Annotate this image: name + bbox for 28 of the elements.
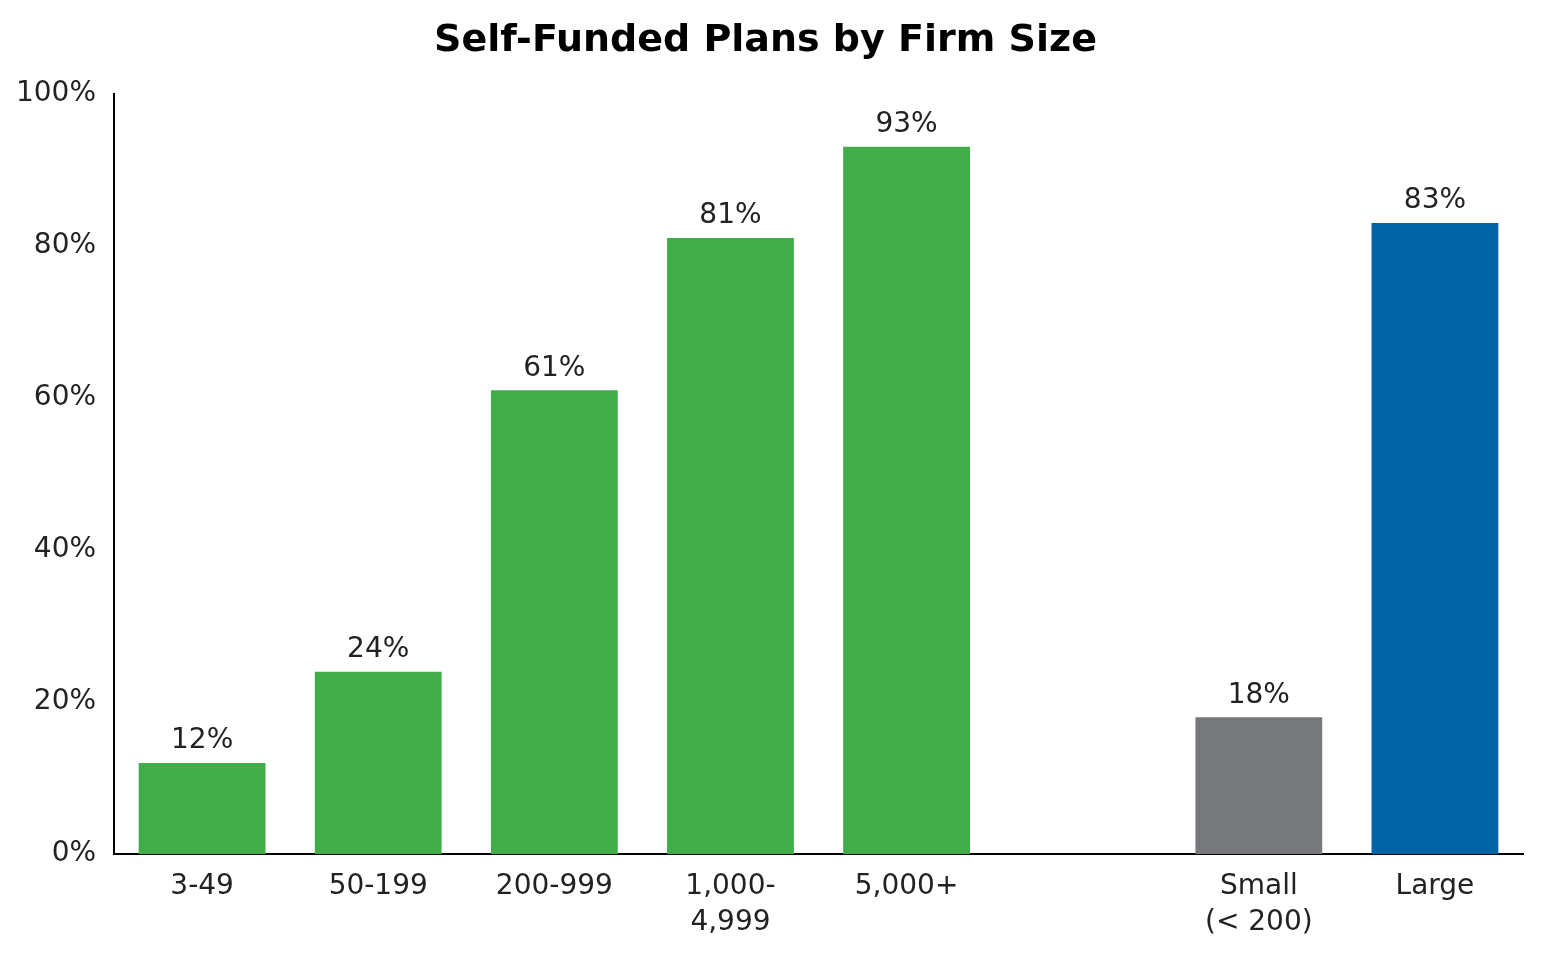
bar (1195, 717, 1323, 855)
x-tick-label: 50-199 (328, 867, 428, 901)
x-tick-label: Small (< 200) (1204, 867, 1313, 938)
y-tick-label: 0% (51, 835, 97, 869)
data-label: 12% (170, 722, 234, 756)
data-label: 61% (523, 349, 586, 383)
bar (138, 762, 266, 855)
data-label: 24% (347, 630, 410, 664)
data-label: 93% (875, 106, 938, 140)
y-tick-label: 80% (33, 227, 97, 260)
bar (314, 671, 442, 855)
x-tick-label: 1,000- 4,999 (685, 867, 776, 938)
data-label: 81% (699, 197, 762, 231)
chart-title: Self-Funded Plans by Firm Size (434, 15, 1097, 60)
y-tick-label: 40% (33, 531, 97, 565)
data-label: 83% (1403, 182, 1467, 216)
y-tick-label: 100% (15, 74, 97, 108)
bar (490, 390, 618, 855)
x-tick-label: 5,000+ (854, 867, 959, 901)
x-tick-label: 3-49 (170, 867, 234, 901)
x-tick-label: Large (1395, 867, 1475, 901)
y-tick-label: 20% (33, 683, 97, 717)
x-tick-label: 200-999 (495, 867, 613, 901)
bar (843, 146, 970, 855)
y-tick-label: 60% (33, 379, 97, 413)
bar (667, 238, 794, 855)
bar (1371, 222, 1499, 855)
data-label: 18% (1227, 676, 1290, 710)
